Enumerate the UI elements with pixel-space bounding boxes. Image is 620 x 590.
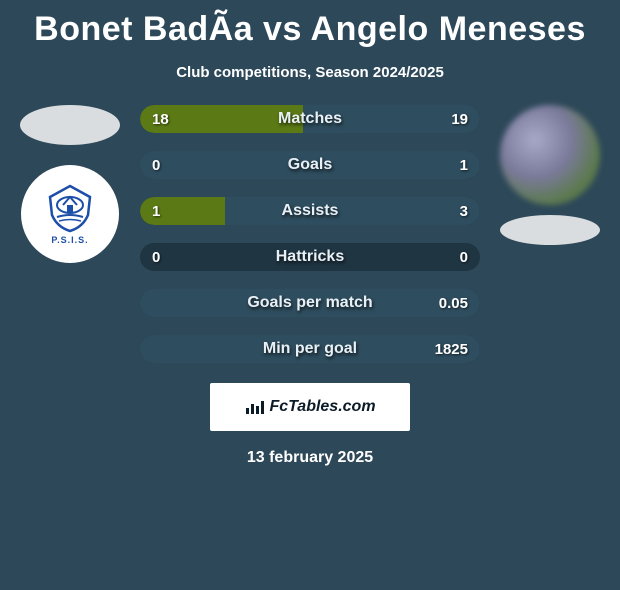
right-player-avatar [500,105,600,205]
stat-right-value: 1825 [435,341,468,358]
psi-shield-icon [45,183,95,233]
stat-row-goals: 0 Goals 1 [140,151,480,179]
stat-label: Matches [140,110,480,128]
stat-label: Assists [140,202,480,220]
left-player-avatar [20,105,120,145]
stat-label: Min per goal [140,340,480,358]
chart-icon [244,398,266,416]
footer-site-badge: FcTables.com [210,383,410,431]
comparison-panel: P.S.I.S. 18 Matches 19 0 Goals 1 1 Assis… [0,105,620,363]
left-club-badge: P.S.I.S. [21,165,119,263]
stat-right-value: 0 [460,249,468,266]
psi-text: P.S.I.S. [51,235,88,245]
stat-row-matches: 18 Matches 19 [140,105,480,133]
stat-right-value: 19 [451,111,468,128]
right-club-placeholder [500,215,600,245]
stat-label: Hattricks [140,248,480,266]
stat-row-assists: 1 Assists 3 [140,197,480,225]
stat-right-value: 0.05 [439,295,468,312]
stat-row-gpm: Goals per match 0.05 [140,289,480,317]
stat-row-hattricks: 0 Hattricks 0 [140,243,480,271]
page-title: Bonet BadÃ­a vs Angelo Meneses [0,10,620,49]
page-subtitle: Club competitions, Season 2024/2025 [0,64,620,81]
left-player-col: P.S.I.S. [15,105,125,263]
stat-label: Goals per match [140,294,480,312]
footer-site-content: FcTables.com [244,398,375,416]
footer-site-text: FcTables.com [269,398,375,416]
stat-right-value: 3 [460,203,468,220]
stat-row-mpg: Min per goal 1825 [140,335,480,363]
footer-date: 13 february 2025 [0,449,620,467]
stat-bars: 18 Matches 19 0 Goals 1 1 Assists 3 0 Ha… [140,105,480,363]
stat-label: Goals [140,156,480,174]
stat-right-value: 1 [460,157,468,174]
right-player-col [495,105,605,245]
